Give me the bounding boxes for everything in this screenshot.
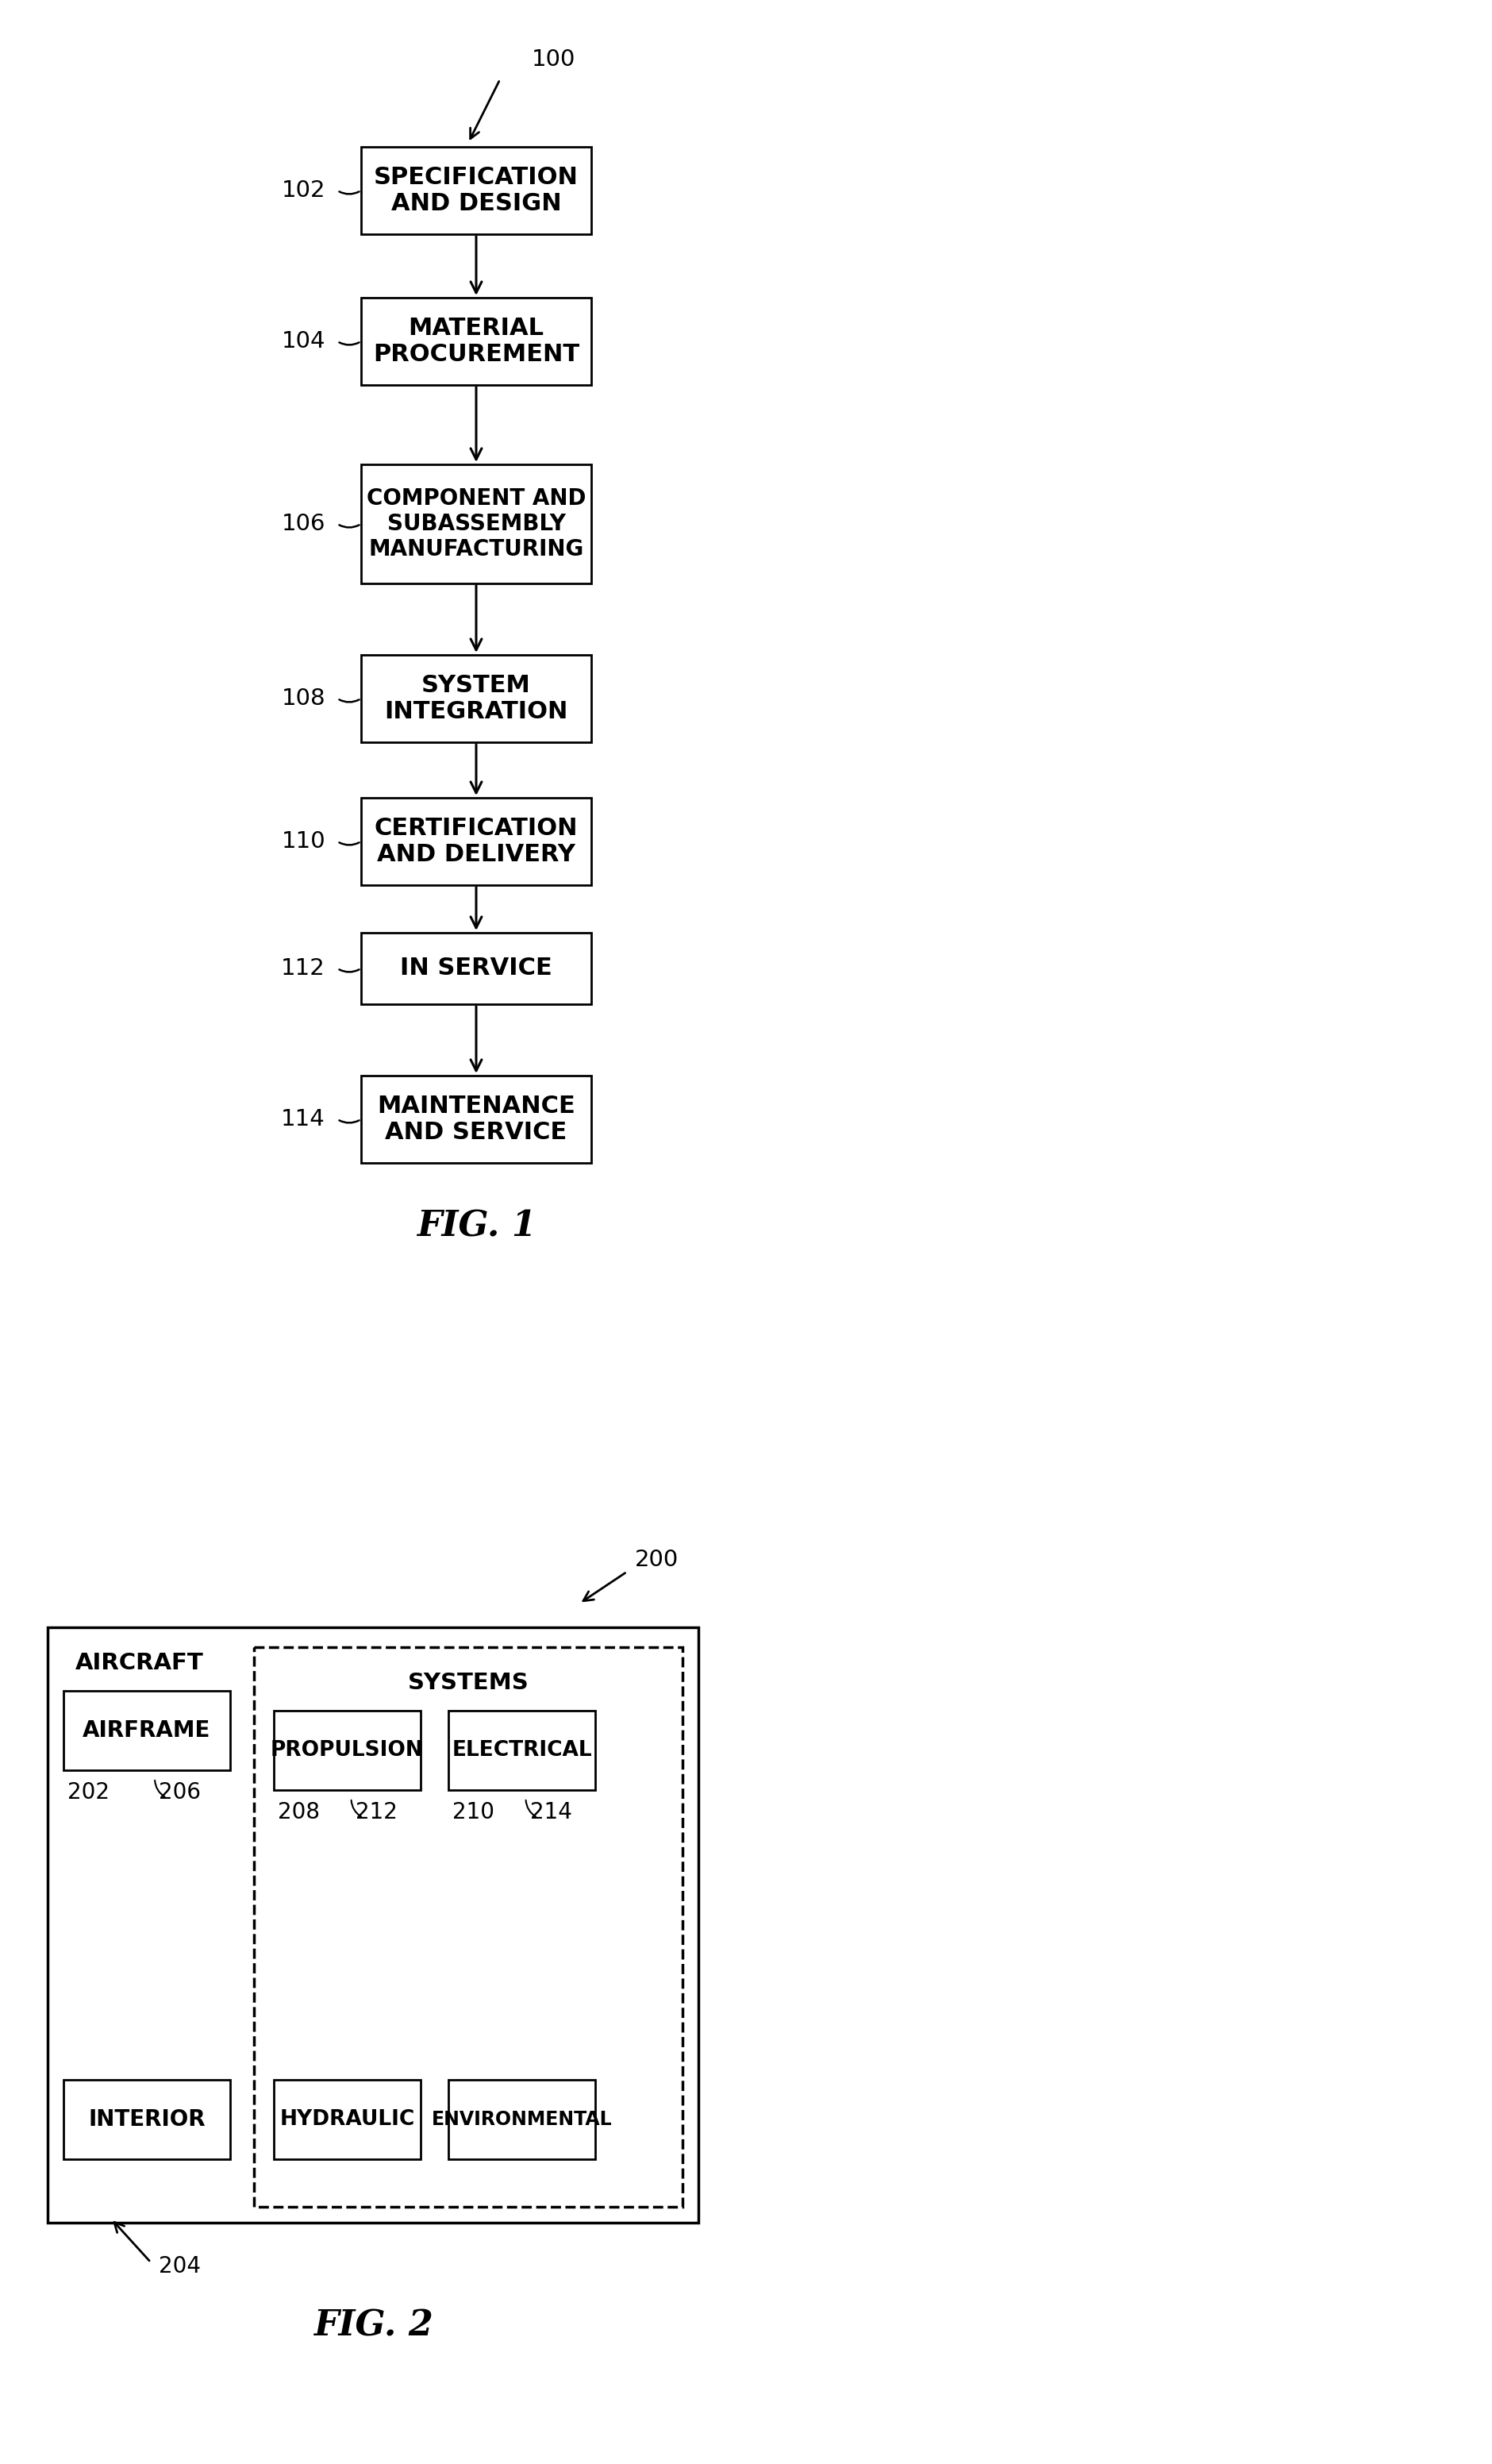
Text: 104: 104: [282, 330, 325, 352]
Text: ELECTRICAL: ELECTRICAL: [452, 1740, 592, 1762]
Text: 210: 210: [452, 1801, 494, 1823]
Text: 208: 208: [278, 1801, 319, 1823]
Bar: [361, 655, 591, 742]
Text: MATERIAL
PROCUREMENT: MATERIAL PROCUREMENT: [373, 315, 579, 367]
Bar: [275, 2080, 421, 2158]
Bar: [361, 934, 591, 1005]
Bar: [361, 798, 591, 885]
Text: 100: 100: [531, 49, 576, 71]
Text: SPECIFICATION
AND DESIGN: SPECIFICATION AND DESIGN: [374, 165, 579, 214]
Text: 108: 108: [280, 687, 325, 710]
Bar: [64, 2080, 230, 2158]
Bar: [449, 2080, 595, 2158]
Bar: [254, 1646, 682, 2208]
Text: 112: 112: [280, 958, 325, 981]
Text: ENVIRONMENTAL: ENVIRONMENTAL: [431, 2109, 612, 2129]
Bar: [361, 1077, 591, 1163]
Text: 212: 212: [355, 1801, 397, 1823]
Text: 102: 102: [282, 180, 325, 202]
Text: 200: 200: [636, 1550, 679, 1572]
Bar: [64, 1690, 230, 1769]
Text: 110: 110: [280, 830, 325, 853]
Text: FIG. 1: FIG. 1: [416, 1210, 536, 1244]
Text: COMPONENT AND
SUBASSEMBLY
MANUFACTURING: COMPONENT AND SUBASSEMBLY MANUFACTURING: [367, 488, 586, 562]
Bar: [361, 298, 591, 384]
Text: FIG. 2: FIG. 2: [313, 2309, 433, 2343]
Text: CERTIFICATION
AND DELIVERY: CERTIFICATION AND DELIVERY: [374, 816, 577, 867]
Text: SYSTEMS: SYSTEMS: [407, 1671, 528, 1695]
Text: AIRCRAFT: AIRCRAFT: [76, 1651, 204, 1673]
Text: 206: 206: [158, 1781, 201, 1804]
Text: SYSTEM
INTEGRATION: SYSTEM INTEGRATION: [385, 673, 568, 724]
Bar: [361, 148, 591, 234]
Text: IN SERVICE: IN SERVICE: [400, 956, 552, 981]
Text: AIRFRAME: AIRFRAME: [82, 1720, 210, 1742]
Bar: [48, 1626, 698, 2223]
Text: 114: 114: [280, 1109, 325, 1131]
Text: 106: 106: [282, 513, 325, 535]
Text: INTERIOR: INTERIOR: [88, 2109, 206, 2131]
Text: 202: 202: [67, 1781, 109, 1804]
Text: 204: 204: [158, 2255, 201, 2277]
Text: MAINTENANCE
AND SERVICE: MAINTENANCE AND SERVICE: [377, 1094, 576, 1143]
Bar: [275, 1710, 421, 1789]
Bar: [449, 1710, 595, 1789]
Bar: [361, 463, 591, 584]
Text: 214: 214: [530, 1801, 571, 1823]
Text: HYDRAULIC: HYDRAULIC: [279, 2109, 415, 2129]
Text: PROPULSION: PROPULSION: [270, 1740, 424, 1762]
